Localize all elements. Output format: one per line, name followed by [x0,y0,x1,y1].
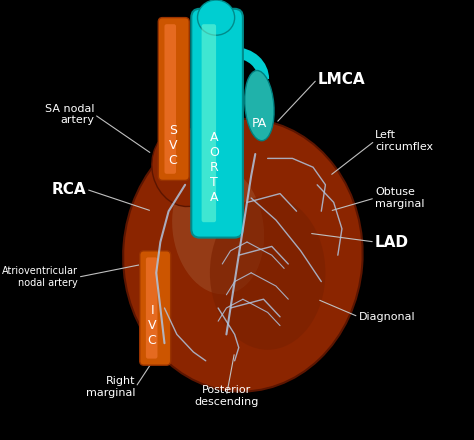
Ellipse shape [210,196,326,350]
FancyBboxPatch shape [158,18,189,180]
Text: I
V
C: I V C [148,304,156,347]
FancyBboxPatch shape [201,24,216,222]
Text: A
O
R
T
A: A O R T A [209,131,219,204]
Text: Right
marginal: Right marginal [86,376,136,398]
Text: SA nodal
artery: SA nodal artery [45,103,94,125]
Text: Left
circumflex: Left circumflex [375,130,433,152]
Ellipse shape [245,70,274,141]
Text: Posterior
descending: Posterior descending [194,385,259,407]
FancyBboxPatch shape [146,257,157,359]
Ellipse shape [198,0,235,35]
Text: Obtuse
marginal: Obtuse marginal [375,187,424,209]
Text: PA: PA [252,117,267,130]
FancyBboxPatch shape [140,251,171,365]
Text: LAD: LAD [375,235,409,249]
Text: Atrioventricular
nodal artery: Atrioventricular nodal artery [2,266,78,288]
Ellipse shape [152,128,219,206]
FancyBboxPatch shape [191,9,243,238]
Ellipse shape [172,163,264,294]
FancyBboxPatch shape [164,24,176,174]
Text: Diagnonal: Diagnonal [358,312,415,322]
Text: S
V
C: S V C [168,124,177,167]
Ellipse shape [123,119,363,392]
Text: LMCA: LMCA [317,72,365,87]
Text: RCA: RCA [52,182,86,197]
